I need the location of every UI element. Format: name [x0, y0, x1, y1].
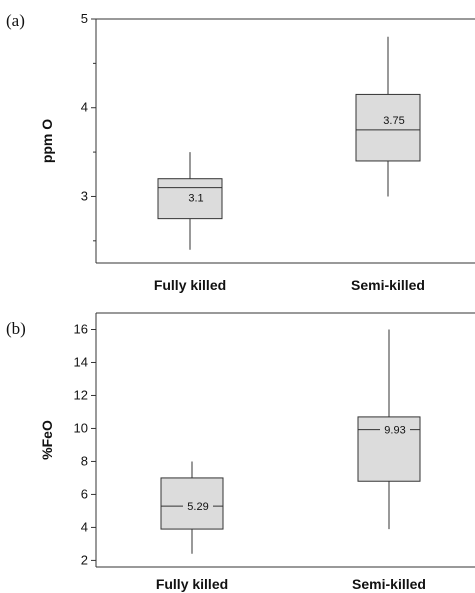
panel-label: (a): [6, 11, 25, 30]
category-label: Fully killed: [154, 277, 226, 293]
y-tick-label: 2: [81, 552, 88, 567]
category-label: Semi-killed: [352, 576, 426, 592]
y-tick-label: 6: [81, 486, 88, 501]
y-tick-label: 16: [74, 321, 88, 336]
median-value-label: 5.29: [187, 501, 208, 513]
box-semi-killed: 3.75: [355, 36, 421, 197]
median-value-label: 3.75: [383, 115, 404, 127]
y-axis-label: ppm O: [39, 119, 55, 163]
box-fully-killed: 5.29: [160, 461, 224, 554]
median-value-label: 9.93: [384, 425, 405, 437]
chart-panel-b: (b) 2 4 6 8 10 12 14 16 %FeO 5.29 Fully killed 9.93 S…: [6, 312, 475, 592]
box-semi-killed: 9.93: [357, 329, 421, 530]
y-tick-label: 4: [81, 519, 88, 534]
category-label: Semi-killed: [351, 277, 425, 293]
panel-label: (b): [6, 319, 26, 338]
y-tick-label: 14: [74, 354, 88, 369]
y-tick-label: 8: [81, 453, 88, 468]
y-tick-label: 12: [74, 387, 88, 402]
y-tick-label: 5: [81, 11, 88, 26]
box-fully-killed: 3.1: [157, 152, 223, 250]
chart-panel-a: (a) 3 4 5 ppm O 3.1 Fully killed 3.75 Semi-kille…: [6, 11, 475, 293]
y-tick-label: 10: [74, 420, 88, 435]
median-value-label: 3.1: [188, 193, 203, 205]
category-label: Fully killed: [156, 576, 228, 592]
label-bg: [183, 500, 213, 514]
box-body: [157, 178, 223, 220]
y-axis-label: %FeO: [39, 420, 55, 460]
label-bg: [380, 423, 410, 437]
y-tick-label: 3: [81, 188, 88, 203]
y-tick-label: 4: [81, 100, 88, 115]
box-body: [355, 93, 421, 162]
